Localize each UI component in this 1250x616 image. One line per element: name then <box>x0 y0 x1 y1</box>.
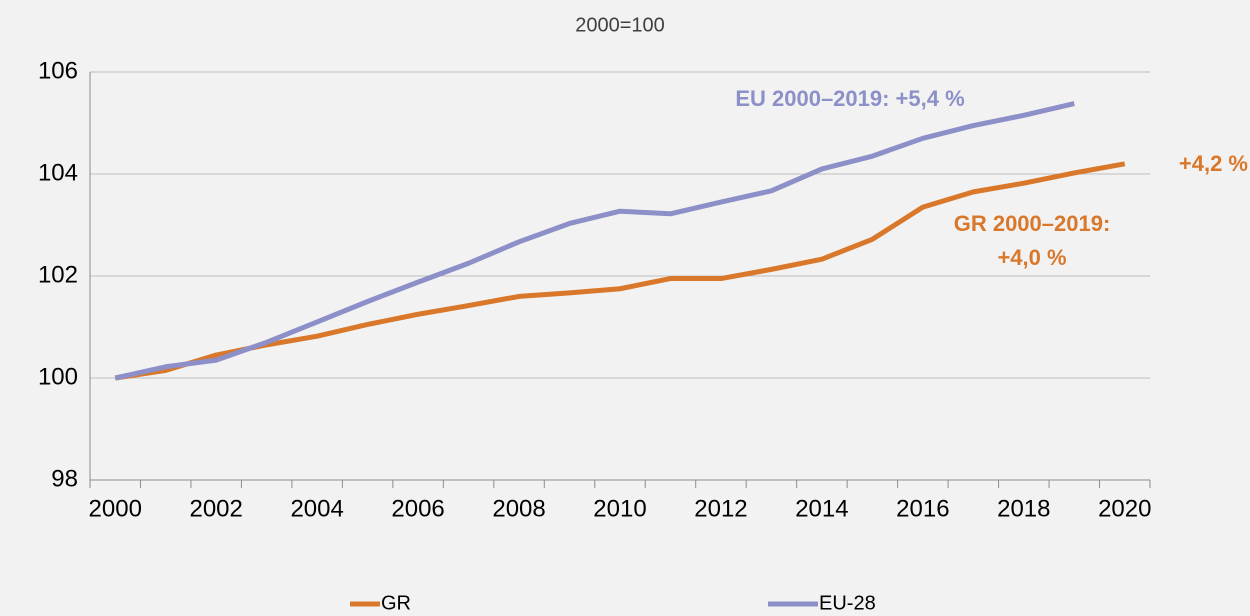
x-tick-label: 2020 <box>1098 495 1151 522</box>
annotation: EU 2000–2019: +5,4 % <box>735 86 964 111</box>
y-tick-label: 98 <box>51 465 78 492</box>
annotation: +4,0 % <box>997 245 1066 270</box>
x-tick-label: 2010 <box>593 495 646 522</box>
x-tick-label: 2016 <box>896 495 949 522</box>
x-tick-label: 2012 <box>694 495 747 522</box>
annotation: GR 2000–2019: <box>954 211 1111 236</box>
x-tick-label: 2008 <box>492 495 545 522</box>
x-tick-label: 2006 <box>391 495 444 522</box>
series-line <box>114 101 1075 381</box>
legend-label: GR <box>381 592 411 614</box>
y-tick-label: 102 <box>38 261 78 288</box>
chart-subtitle: 2000=100 <box>575 14 665 36</box>
x-tick-label: 2000 <box>89 495 142 522</box>
y-tick-label: 106 <box>38 57 78 84</box>
legend-label: EU-28 <box>819 592 876 614</box>
annotation: +4,2 % <box>1179 151 1248 176</box>
x-tick-label: 2004 <box>290 495 343 522</box>
y-tick-label: 104 <box>38 159 78 186</box>
x-tick-label: 2014 <box>795 495 848 522</box>
series-line <box>114 161 1126 381</box>
x-tick-label: 2018 <box>997 495 1050 522</box>
x-tick-label: 2002 <box>189 495 242 522</box>
y-tick-label: 100 <box>38 363 78 390</box>
